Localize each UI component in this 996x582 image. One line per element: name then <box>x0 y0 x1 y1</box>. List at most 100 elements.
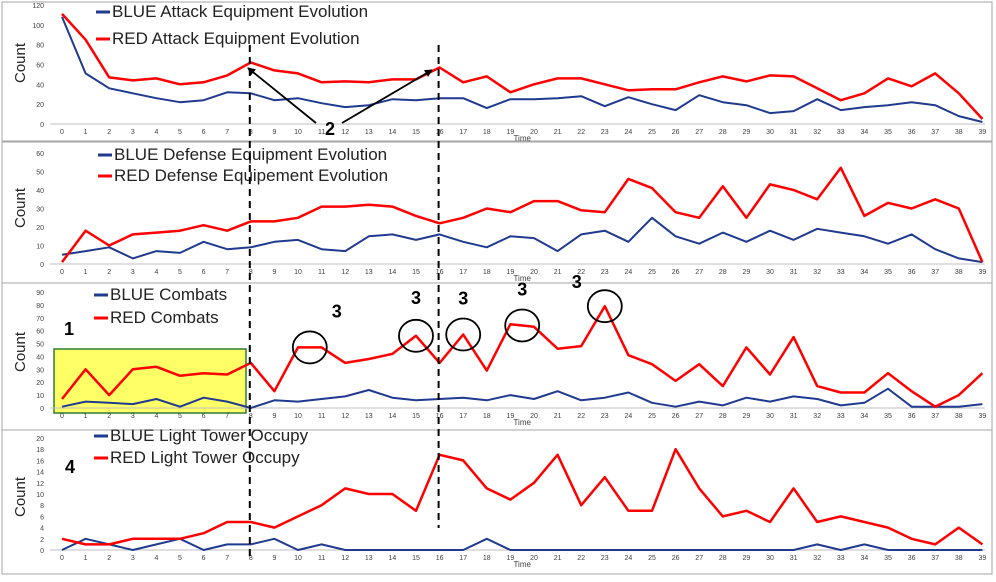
data-point <box>958 207 960 209</box>
y-tick-label: 18 <box>36 447 44 454</box>
x-tick-label: 3 <box>131 413 135 420</box>
data-point <box>462 241 464 243</box>
data-point <box>792 110 794 112</box>
annotation-marker-3: 3 <box>572 272 582 292</box>
data-point <box>273 390 275 392</box>
annotation-marker-1: 1 <box>64 319 74 339</box>
x-tick-label: 6 <box>202 555 206 562</box>
x-tick-label: 32 <box>813 413 821 420</box>
y-tick-label: 30 <box>36 367 44 374</box>
data-point <box>155 398 157 400</box>
data-point <box>958 115 960 117</box>
x-tick-label: 9 <box>272 129 276 136</box>
data-point <box>745 549 747 551</box>
x-tick-label: 38 <box>955 555 963 562</box>
data-point <box>627 354 629 356</box>
data-point <box>226 400 228 402</box>
x-axis-label: Time <box>513 418 531 427</box>
data-point <box>934 198 936 200</box>
data-point <box>816 521 818 523</box>
data-point <box>226 543 228 545</box>
legend-entry: RED Light Tower Occupy <box>110 448 300 467</box>
data-point <box>84 543 86 545</box>
data-point <box>910 233 912 235</box>
annotation-marker-4: 4 <box>65 457 75 477</box>
data-point <box>132 538 134 540</box>
x-tick-label: 26 <box>672 555 680 562</box>
x-tick-label: 22 <box>577 413 585 420</box>
data-point <box>297 97 299 99</box>
data-point <box>604 549 606 551</box>
data-point <box>556 250 558 252</box>
x-tick-label: 32 <box>813 129 821 136</box>
data-point <box>863 391 865 393</box>
data-point <box>651 88 653 90</box>
data-point <box>887 104 889 106</box>
data-point <box>627 549 629 551</box>
data-point <box>226 74 228 76</box>
data-point <box>462 459 464 461</box>
data-point <box>887 372 889 374</box>
x-tick-label: 28 <box>719 269 727 276</box>
data-point <box>415 399 417 401</box>
data-point <box>981 543 983 545</box>
x-tick-label: 36 <box>908 413 916 420</box>
legend-entry: RED Defense Equipement Evolution <box>114 166 388 185</box>
x-tick-label: 3 <box>131 269 135 276</box>
data-point <box>651 510 653 512</box>
data-point <box>415 335 417 337</box>
data-point <box>769 112 771 114</box>
data-point <box>486 246 488 248</box>
x-tick-label: 7 <box>225 129 229 136</box>
data-point <box>108 76 110 78</box>
data-point <box>509 549 511 551</box>
x-tick-label: 38 <box>955 129 963 136</box>
data-point <box>486 369 488 371</box>
data-point <box>958 549 960 551</box>
data-point <box>273 69 275 71</box>
data-point <box>887 77 889 79</box>
x-tick-label: 32 <box>813 555 821 562</box>
data-point <box>580 549 582 551</box>
data-point <box>934 543 936 545</box>
data-point <box>368 81 370 83</box>
data-point <box>580 209 582 211</box>
data-point <box>533 482 535 484</box>
x-tick-label: 35 <box>884 269 892 276</box>
data-point <box>981 549 983 551</box>
x-tick-label: 8 <box>249 555 253 562</box>
data-point <box>816 98 818 100</box>
data-point <box>722 404 724 406</box>
series-line-red <box>61 166 984 263</box>
y-tick-label: 30 <box>36 207 44 214</box>
y-tick-label: 4 <box>40 526 44 533</box>
data-point <box>863 402 865 404</box>
data-point <box>981 121 983 123</box>
data-point <box>863 215 865 217</box>
data-point <box>202 224 204 226</box>
data-point <box>486 75 488 77</box>
x-tick-label: 19 <box>507 129 515 136</box>
data-point <box>155 231 157 233</box>
x-tick-label: 35 <box>884 413 892 420</box>
data-point <box>580 399 582 401</box>
x-tick-label: 24 <box>625 413 633 420</box>
series-line-blue <box>61 16 983 123</box>
x-tick-label: 37 <box>931 413 939 420</box>
x-tick-label: 39 <box>979 129 987 136</box>
data-point <box>745 80 747 82</box>
data-point <box>533 326 535 328</box>
x-tick-label: 27 <box>695 129 703 136</box>
y-tick-label: 60 <box>36 151 44 158</box>
series-line-red <box>61 447 984 546</box>
x-tick-label: 22 <box>577 269 585 276</box>
x-tick-label: 22 <box>577 555 585 562</box>
y-tick-label: 90 <box>36 290 44 297</box>
data-point <box>297 400 299 402</box>
data-point <box>910 207 912 209</box>
x-tick-label: 18 <box>483 269 491 276</box>
x-tick-label: 23 <box>601 129 609 136</box>
data-point <box>910 390 912 392</box>
x-tick-label: 22 <box>577 129 585 136</box>
